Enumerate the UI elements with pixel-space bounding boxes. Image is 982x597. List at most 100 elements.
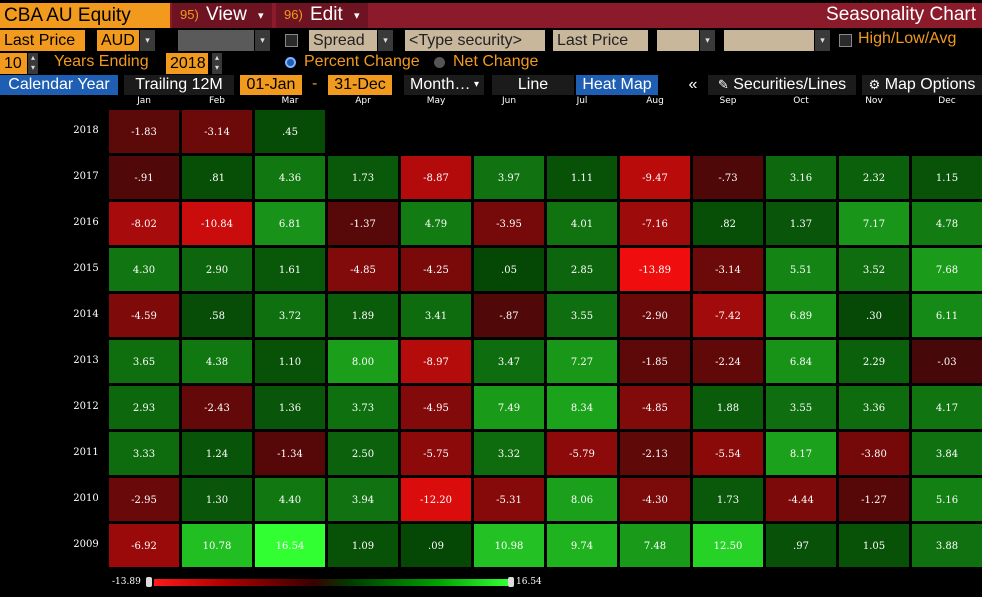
heat-cell-2009-feb[interactable]: 10.78: [181, 523, 253, 568]
heat-cell-2015-jan[interactable]: 4.30: [108, 247, 180, 292]
heat-cell-2016-apr[interactable]: -1.37: [327, 201, 399, 246]
heat-cell-2015-jun[interactable]: .05: [473, 247, 545, 292]
heat-cell-2013-dec[interactable]: -.03: [911, 339, 982, 384]
heat-cell-2011-jun[interactable]: 3.32: [473, 431, 545, 476]
end-year-stepper[interactable]: ▴ ▾: [212, 53, 222, 74]
heat-cell-2018-jan[interactable]: -1.83: [108, 109, 180, 154]
heat-cell-2009-apr[interactable]: 1.09: [327, 523, 399, 568]
heat-cell-2013-apr[interactable]: 8.00: [327, 339, 399, 384]
heat-cell-2010-mar[interactable]: 4.40: [254, 477, 326, 522]
spread-checkbox[interactable]: [285, 34, 298, 47]
view-menu[interactable]: 95) View ▾: [172, 3, 272, 28]
heat-cell-2013-nov[interactable]: 2.29: [838, 339, 910, 384]
trailing-12m-button[interactable]: Trailing 12M: [124, 75, 234, 95]
heat-cell-2011-mar[interactable]: -1.34: [254, 431, 326, 476]
heat-cell-2009-jan[interactable]: -6.92: [108, 523, 180, 568]
heat-cell-2016-mar[interactable]: 6.81: [254, 201, 326, 246]
heat-cell-2016-aug[interactable]: -7.16: [619, 201, 691, 246]
line-button[interactable]: Line: [492, 75, 574, 95]
collapse-icon[interactable]: «: [682, 75, 704, 95]
heat-cell-2016-may[interactable]: 4.79: [400, 201, 472, 246]
empty-field-2[interactable]: [657, 30, 699, 51]
heat-cell-2017-aug[interactable]: -9.47: [619, 155, 691, 200]
net-change-radio[interactable]: [434, 57, 445, 68]
heat-cell-2017-oct[interactable]: 3.16: [765, 155, 837, 200]
empty-field-3[interactable]: [724, 30, 814, 51]
heat-cell-2013-feb[interactable]: 4.38: [181, 339, 253, 384]
heat-cell-2011-dec[interactable]: 3.84: [911, 431, 982, 476]
heat-cell-2016-sep[interactable]: .82: [692, 201, 764, 246]
heat-cell-2017-mar[interactable]: 4.36: [254, 155, 326, 200]
heat-cell-2009-jun[interactable]: 10.98: [473, 523, 545, 568]
heat-cell-2017-dec[interactable]: 1.15: [911, 155, 982, 200]
heat-cell-2017-feb[interactable]: .81: [181, 155, 253, 200]
heat-cell-2014-dec[interactable]: 6.11: [911, 293, 982, 338]
heat-cell-2014-jun[interactable]: -.87: [473, 293, 545, 338]
heat-cell-2013-jul[interactable]: 7.27: [546, 339, 618, 384]
chevron-down-icon[interactable]: ▾: [255, 30, 270, 51]
heat-cell-2009-nov[interactable]: 1.05: [838, 523, 910, 568]
heat-cell-2014-apr[interactable]: 1.89: [327, 293, 399, 338]
heat-cell-2012-mar[interactable]: 1.36: [254, 385, 326, 430]
heat-cell-2018-feb[interactable]: -3.14: [181, 109, 253, 154]
heat-cell-2016-nov[interactable]: 7.17: [838, 201, 910, 246]
heat-cell-2010-may[interactable]: -12.20: [400, 477, 472, 522]
heat-cell-2010-apr[interactable]: 3.94: [327, 477, 399, 522]
heat-cell-2010-jan[interactable]: -2.95: [108, 477, 180, 522]
heat-cell-2018-mar[interactable]: .45: [254, 109, 326, 154]
start-date-input[interactable]: 01-Jan: [240, 75, 302, 95]
empty-field-1[interactable]: [178, 30, 254, 51]
securities-lines-button[interactable]: ✎ Securities/Lines: [708, 75, 856, 95]
heat-cell-2017-jul[interactable]: 1.11: [546, 155, 618, 200]
heat-cell-2012-may[interactable]: -4.95: [400, 385, 472, 430]
heat-cell-2011-may[interactable]: -5.75: [400, 431, 472, 476]
heat-cell-2011-oct[interactable]: 8.17: [765, 431, 837, 476]
heat-cell-2017-apr[interactable]: 1.73: [327, 155, 399, 200]
years-count-input[interactable]: 10: [0, 53, 27, 74]
end-year-input[interactable]: 2018: [166, 53, 208, 74]
spread-field[interactable]: Spread: [309, 30, 377, 51]
chevron-down-icon[interactable]: ▾: [140, 30, 155, 51]
heat-cell-2014-mar[interactable]: 3.72: [254, 293, 326, 338]
heat-cell-2010-dec[interactable]: 5.16: [911, 477, 982, 522]
heat-cell-2012-jan[interactable]: 2.93: [108, 385, 180, 430]
heat-cell-2016-jul[interactable]: 4.01: [546, 201, 618, 246]
heat-cell-2013-jun[interactable]: 3.47: [473, 339, 545, 384]
heat-cell-2015-apr[interactable]: -4.85: [327, 247, 399, 292]
heat-cell-2013-aug[interactable]: -1.85: [619, 339, 691, 384]
heat-cell-2009-dec[interactable]: 3.88: [911, 523, 982, 568]
heat-cell-2011-apr[interactable]: 2.50: [327, 431, 399, 476]
high-low-avg-checkbox[interactable]: [839, 34, 852, 47]
heat-cell-2012-nov[interactable]: 3.36: [838, 385, 910, 430]
calendar-year-button[interactable]: Calendar Year: [0, 75, 118, 95]
heat-cell-2012-jun[interactable]: 7.49: [473, 385, 545, 430]
heat-cell-2016-oct[interactable]: 1.37: [765, 201, 837, 246]
heat-cell-2013-oct[interactable]: 6.84: [765, 339, 837, 384]
heat-cell-2016-jan[interactable]: -8.02: [108, 201, 180, 246]
security-field[interactable]: CBA AU Equity: [0, 3, 170, 28]
heat-cell-2015-mar[interactable]: 1.61: [254, 247, 326, 292]
heat-cell-2012-aug[interactable]: -4.85: [619, 385, 691, 430]
scale-min-handle[interactable]: [146, 577, 152, 587]
heat-cell-2013-mar[interactable]: 1.10: [254, 339, 326, 384]
heat-cell-2012-sep[interactable]: 1.88: [692, 385, 764, 430]
heat-cell-2014-jul[interactable]: 3.55: [546, 293, 618, 338]
heat-cell-2015-dec[interactable]: 7.68: [911, 247, 982, 292]
heat-cell-2016-jun[interactable]: -3.95: [473, 201, 545, 246]
heat-cell-2013-sep[interactable]: -2.24: [692, 339, 764, 384]
heat-cell-2009-may[interactable]: .09: [400, 523, 472, 568]
chevron-down-icon[interactable]: ▾: [378, 30, 393, 51]
heat-cell-2010-oct[interactable]: -4.44: [765, 477, 837, 522]
heat-cell-2015-jul[interactable]: 2.85: [546, 247, 618, 292]
heat-cell-2014-jan[interactable]: -4.59: [108, 293, 180, 338]
type-security-input[interactable]: <Type security>: [405, 30, 545, 51]
heat-cell-2010-feb[interactable]: 1.30: [181, 477, 253, 522]
edit-menu[interactable]: 96) Edit ▾: [276, 3, 368, 28]
heat-cell-2009-sep[interactable]: 12.50: [692, 523, 764, 568]
heat-cell-2017-jan[interactable]: -.91: [108, 155, 180, 200]
heat-cell-2017-may[interactable]: -8.87: [400, 155, 472, 200]
heat-cell-2015-feb[interactable]: 2.90: [181, 247, 253, 292]
heat-cell-2014-may[interactable]: 3.41: [400, 293, 472, 338]
heat-cell-2013-may[interactable]: -8.97: [400, 339, 472, 384]
heat-cell-2015-nov[interactable]: 3.52: [838, 247, 910, 292]
